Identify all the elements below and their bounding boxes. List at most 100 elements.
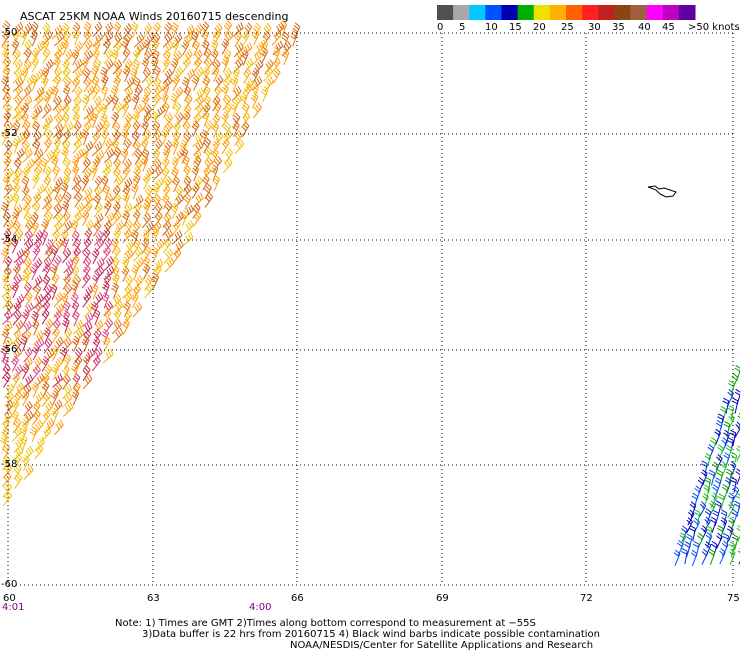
wind-barb (12, 174, 21, 192)
wind-barb (93, 212, 104, 228)
wind-barb (272, 46, 281, 64)
wind-barb (19, 29, 28, 46)
wind-barb (23, 347, 33, 363)
wind-barb (171, 229, 183, 245)
wind-barb (73, 319, 84, 335)
wind-barb (212, 23, 223, 39)
wind-barb (172, 74, 180, 91)
wind-barb (2, 490, 12, 507)
wind-barb (32, 409, 41, 426)
legend-label: 30 (588, 22, 601, 33)
wind-barb (123, 291, 133, 308)
wind-barb (113, 101, 123, 118)
wind-barb (102, 281, 110, 298)
lat-label: -54 (1, 234, 17, 245)
wind-barb (103, 48, 114, 64)
wind-barb (251, 75, 263, 91)
wind-barb (703, 516, 711, 533)
wind-barb (1, 30, 10, 47)
wind-barb (21, 416, 30, 433)
wind-barb (33, 155, 42, 172)
wind-barb (113, 227, 122, 245)
wind-barb (719, 548, 726, 565)
wind-barb (150, 56, 159, 73)
wind-barb (41, 257, 52, 273)
wind-barb (123, 248, 134, 264)
wind-barb (34, 436, 45, 452)
wind-barb (13, 337, 22, 354)
wind-barb (1, 40, 10, 57)
wind-barb (153, 211, 163, 227)
wind-barb (53, 31, 65, 47)
wind-barb (184, 94, 193, 110)
wind-barb (714, 477, 722, 494)
wind-barb (63, 283, 73, 300)
wind-barb (10, 237, 19, 254)
wind-barb (82, 157, 91, 174)
wind-barb (81, 272, 91, 289)
wind-barb (201, 39, 210, 56)
wind-barb (19, 425, 28, 442)
wind-barb (114, 66, 123, 83)
wind-barb (211, 121, 220, 139)
wind-barb (82, 365, 91, 382)
wind-barb (213, 101, 222, 118)
wind-barb (33, 148, 44, 164)
wind-barb (54, 356, 64, 373)
wind-barb (134, 158, 144, 174)
wind-barb (152, 92, 162, 109)
wind-barb (720, 461, 728, 478)
wind-barb (92, 308, 101, 325)
wind-barb (714, 428, 721, 445)
wind-barb (62, 84, 71, 102)
wind-barb (60, 237, 69, 254)
wind-barb (13, 84, 24, 100)
wind-barb (61, 200, 70, 218)
wind-barb (13, 364, 24, 380)
wind-barb (40, 75, 49, 92)
wind-barb (174, 211, 184, 227)
wind-barb (144, 185, 153, 202)
wind-barb (91, 75, 100, 92)
wind-barb (170, 202, 179, 220)
wind-barb (60, 146, 69, 163)
wind-barb (271, 57, 281, 73)
wind-barb (2, 20, 11, 37)
wind-barb (113, 21, 122, 38)
wind-barb (0, 434, 8, 451)
wind-barb (260, 47, 269, 64)
wind-barb (214, 75, 224, 91)
wind-barb (161, 83, 170, 100)
wind-barb (112, 121, 121, 138)
wind-barb (62, 402, 74, 417)
wind-barb (673, 549, 681, 566)
wind-barb (131, 93, 140, 110)
wind-barb (32, 139, 41, 156)
legend-label: 20 (533, 22, 546, 33)
wind-barb (34, 419, 44, 436)
wind-barb (52, 66, 63, 82)
wind-barb (33, 230, 44, 246)
lon-label: 69 (436, 593, 449, 604)
wind-barb (689, 525, 696, 542)
wind-barb (3, 300, 14, 316)
wind-barb (43, 327, 51, 344)
wind-barb (23, 39, 33, 56)
wind-barb (41, 409, 51, 426)
wind-barb (153, 264, 162, 280)
wind-barb (162, 184, 171, 201)
wind-barb (102, 184, 110, 201)
wind-barb (91, 272, 100, 289)
wind-barb (22, 59, 32, 75)
wind-barb (151, 272, 160, 290)
wind-barb (33, 93, 44, 109)
wind-barb (122, 158, 132, 174)
wind-barb (71, 211, 83, 226)
wind-barb (51, 24, 63, 40)
wind-barb (113, 40, 123, 56)
wind-barb (172, 175, 180, 193)
wind-barb (90, 301, 99, 318)
wind-barb (71, 246, 82, 262)
legend-label: 0 (437, 22, 443, 33)
wind-barb (80, 148, 89, 165)
